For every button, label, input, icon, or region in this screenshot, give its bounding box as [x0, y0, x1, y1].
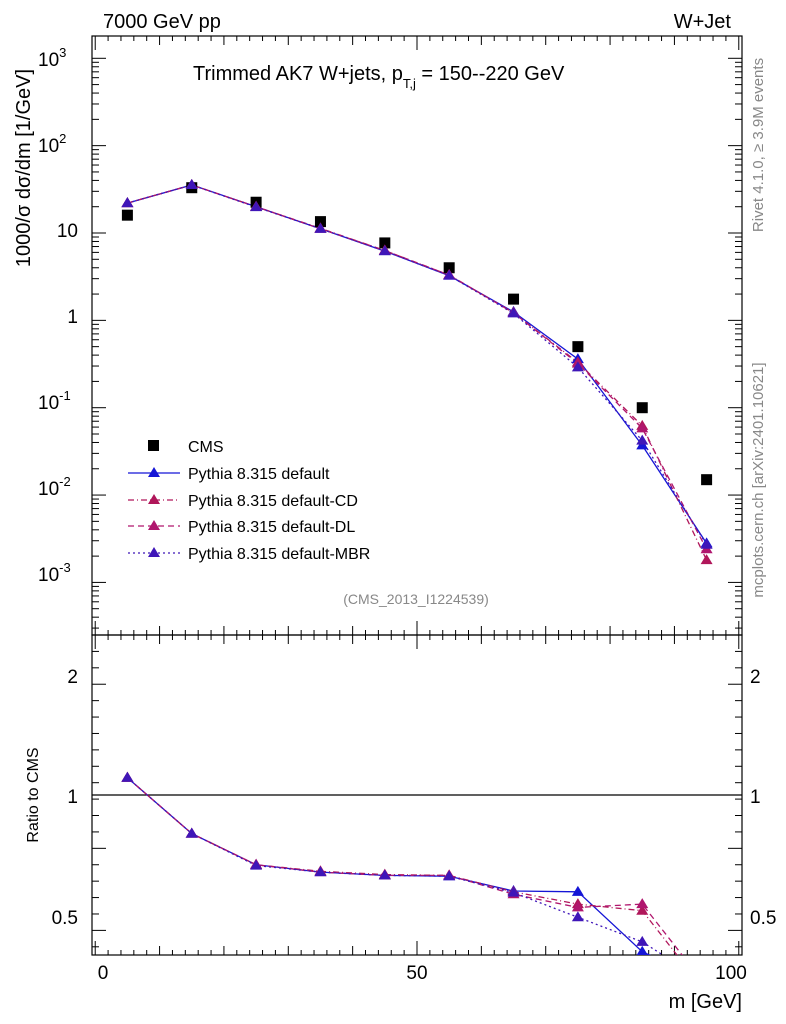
ratio-series-0-point: [636, 945, 648, 955]
cms-data-point: [636, 402, 648, 414]
ratio-axis-ticks: [92, 635, 742, 955]
legend: CMS Pythia 8.315 default Pythia 8.315 de…: [128, 439, 370, 563]
main-y-axis-label: 1000/σ dσ/dm [1/GeV]: [13, 69, 35, 267]
cms-data-point: [443, 262, 455, 274]
ytick-label-1e-2: 10-2: [38, 474, 71, 500]
ratio-series-2-point: [571, 901, 584, 912]
series-line-4: [127, 184, 708, 546]
ytick-label-1e-3: 10-3: [38, 560, 71, 586]
xtick-label-50: 50: [406, 963, 427, 984]
mcplots-label: mcplots.cern.ch [arXiv:2401.10621]: [750, 362, 767, 597]
ratio-line-3: [126, 777, 665, 955]
legend-cd-label: Pythia 8.315 default-CD: [188, 493, 358, 510]
chart-title: Trimmed AK7 W+jets, pT,j = 150--220 GeV: [193, 63, 565, 91]
cms-data-point: [314, 216, 326, 228]
legend-cd-marker: [148, 494, 160, 504]
ytick-label-1e3: 103: [38, 45, 66, 71]
ratio-series-2-point: [636, 898, 649, 909]
header-left-label: 7000 GeV pp: [103, 11, 221, 33]
analysis-id-label: (CMS_2013_I1224539): [343, 591, 489, 607]
cms-data-point: [121, 209, 133, 221]
ratio-y-axis-label: Ratio to CMS: [25, 747, 42, 842]
series-4-point: [443, 269, 456, 280]
ytick-label-1: 1: [67, 307, 78, 328]
ratio-series-3-point: [443, 870, 456, 881]
ratio-series-group: [121, 771, 683, 955]
legend-default-label: Pythia 8.315 default: [188, 466, 330, 483]
ratio-ytick-label-1-right: 1: [750, 787, 761, 808]
legend-mbr-label: Pythia 8.315 default-MBR: [188, 546, 370, 563]
legend-dl-marker: [148, 520, 160, 530]
header-right-label: W+Jet: [674, 11, 732, 33]
cms-data-point: [508, 293, 520, 305]
series-4-point: [121, 197, 134, 208]
ratio-series-3-point: [121, 771, 134, 782]
series-4-point: [314, 222, 327, 233]
ratio-series-3-point: [314, 866, 327, 877]
series-4-point: [636, 434, 649, 445]
cms-data-point: [379, 237, 391, 249]
ratio-series-clip: [121, 771, 683, 955]
main-axis-ticks: [92, 36, 742, 635]
ratio-series-3-point: [250, 859, 263, 870]
series-line-1: [127, 184, 708, 544]
legend-cms-label: CMS: [188, 439, 224, 456]
ratio-series-3-point: [378, 869, 391, 880]
cms-data-point: [701, 474, 713, 486]
main-series-group: [121, 178, 713, 565]
ratio-ytick-label-0.5-right: 0.5: [750, 908, 776, 929]
rivet-version-label: Rivet 4.1.0, ≥ 3.9M events: [750, 58, 767, 232]
main-y-tick-labels: 10-3 10-2 10-1 1 10 102 103: [38, 45, 78, 586]
series-4-point: [378, 245, 391, 256]
series-2-point: [700, 554, 713, 565]
legend-mbr-marker: [148, 547, 160, 557]
ytick-label-1e2: 102: [38, 131, 66, 157]
series-4-point: [700, 538, 713, 549]
series-4-point: [507, 307, 520, 318]
ratio-series-1-point: [636, 904, 649, 915]
ratio-series-0-point: [571, 885, 584, 896]
series-4-point: [185, 178, 198, 189]
xtick-label-0: 0: [98, 963, 109, 984]
cms-data-point: [572, 341, 584, 353]
ratio-series-3-point: [507, 886, 520, 897]
series-3-point: [636, 422, 649, 433]
series-4-point: [571, 361, 584, 372]
legend-dl-label: Pythia 8.315 default-DL: [188, 519, 355, 536]
ytick-label-1e-1: 10-1: [38, 388, 71, 414]
ratio-series-3-point: [571, 911, 584, 922]
ratio-ytick-label-0.5: 0.5: [52, 908, 78, 929]
ratio-ytick-label-2-right: 2: [750, 667, 761, 688]
xtick-label-100: 100: [715, 963, 747, 984]
legend-cms-marker: [148, 440, 159, 451]
series-4-point: [250, 201, 263, 212]
legend-default-marker: [148, 467, 160, 477]
ratio-series-3-point: [185, 827, 198, 838]
ratio-ytick-label-2: 2: [67, 667, 78, 688]
ratio-ytick-label-1: 1: [67, 787, 78, 808]
ytick-label-10: 10: [57, 221, 78, 242]
ratio-series-3-point: [636, 935, 649, 946]
ratio-line-1: [126, 777, 678, 955]
x-axis-label: m [GeV]: [669, 991, 742, 1013]
